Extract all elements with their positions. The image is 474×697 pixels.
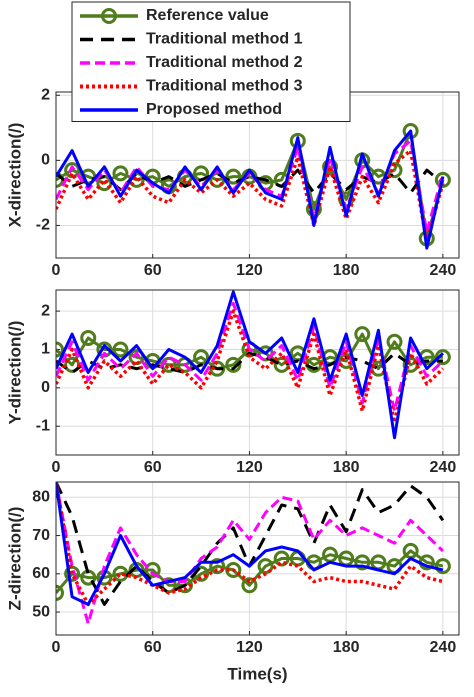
x-tick-label: 240: [430, 262, 457, 279]
series-line: [56, 482, 444, 625]
series-line: [56, 351, 443, 374]
marker: [257, 558, 274, 575]
series-line: [56, 482, 444, 606]
marker: [273, 356, 290, 373]
y-tick-label: 0: [41, 379, 50, 396]
marker: [80, 329, 97, 346]
x-tick-label: 240: [430, 639, 457, 656]
x-tick-label: 120: [236, 639, 263, 656]
y-axis-label: Y-direction(/): [5, 321, 24, 425]
y-tick-label: -1: [36, 417, 50, 434]
marker: [434, 349, 451, 366]
y-tick-label: 60: [32, 565, 50, 582]
marker: [434, 171, 451, 188]
series-line: [56, 482, 444, 607]
plot-lines: [56, 290, 451, 440]
marker: [112, 165, 129, 182]
legend: Reference value Traditional method 1 Tradi…: [71, 1, 351, 122]
marker: [402, 356, 419, 373]
marker: [386, 333, 403, 350]
plot-lines: [56, 482, 451, 625]
marker: [354, 326, 371, 343]
x-tick-label: 60: [144, 639, 162, 656]
legend-label: Reference value: [146, 7, 269, 24]
marker: [144, 561, 161, 578]
x-tick-label: 0: [52, 639, 61, 656]
legend-marker: [101, 8, 117, 24]
y-tick-label: -2: [36, 217, 50, 234]
y-tick-label: 1: [41, 341, 50, 358]
x-tick-label: 180: [333, 459, 360, 476]
legend-label: Traditional method 3: [146, 78, 303, 95]
series-line: [56, 148, 445, 244]
x-tick-label: 0: [52, 459, 61, 476]
legend-label: Traditional method 1: [146, 31, 303, 48]
series-line: [56, 129, 445, 250]
y-tick-label: 2: [41, 86, 50, 103]
marker: [289, 132, 306, 149]
marker: [273, 550, 290, 567]
x-tick-label: 180: [333, 639, 360, 656]
axes-frame: [55, 481, 460, 636]
marker: [225, 168, 242, 185]
series-line: [56, 290, 444, 440]
series-line: [56, 549, 444, 594]
axes-frame: [55, 289, 460, 456]
marker: [354, 554, 371, 571]
x-axis-label: Time(s): [227, 664, 287, 683]
legend-label: Traditional method 2: [146, 54, 303, 71]
marker: [225, 356, 242, 373]
marker: [434, 558, 451, 575]
y-axis-label: Z-direction(/): [5, 507, 24, 611]
marker: [209, 558, 226, 575]
marker: [56, 584, 64, 601]
x-tick-label: 180: [333, 262, 360, 279]
y-tick-label: 2: [41, 302, 50, 319]
marker: [112, 341, 129, 358]
y-tick-label: 0: [41, 152, 50, 169]
x-tick-label: 240: [430, 459, 457, 476]
x-tick-label: 120: [236, 262, 263, 279]
y-axis-label: X-direction(/): [5, 123, 24, 228]
x-tick-label: 0: [52, 262, 61, 279]
y-tick-label: 50: [32, 603, 50, 620]
series-line: [56, 309, 445, 425]
series-line: [56, 168, 444, 195]
marker: [241, 577, 258, 594]
series-line: [56, 301, 444, 413]
marker: [56, 341, 64, 358]
x-tick-label: 120: [236, 459, 263, 476]
plot-lines: [56, 123, 451, 250]
legend-label: Proposed method: [146, 101, 282, 118]
y-tick-label: 70: [32, 527, 50, 544]
series-line: [56, 129, 445, 240]
x-tick-label: 60: [144, 262, 162, 279]
y-tick-label: 80: [32, 489, 50, 506]
x-tick-label: 60: [144, 459, 162, 476]
